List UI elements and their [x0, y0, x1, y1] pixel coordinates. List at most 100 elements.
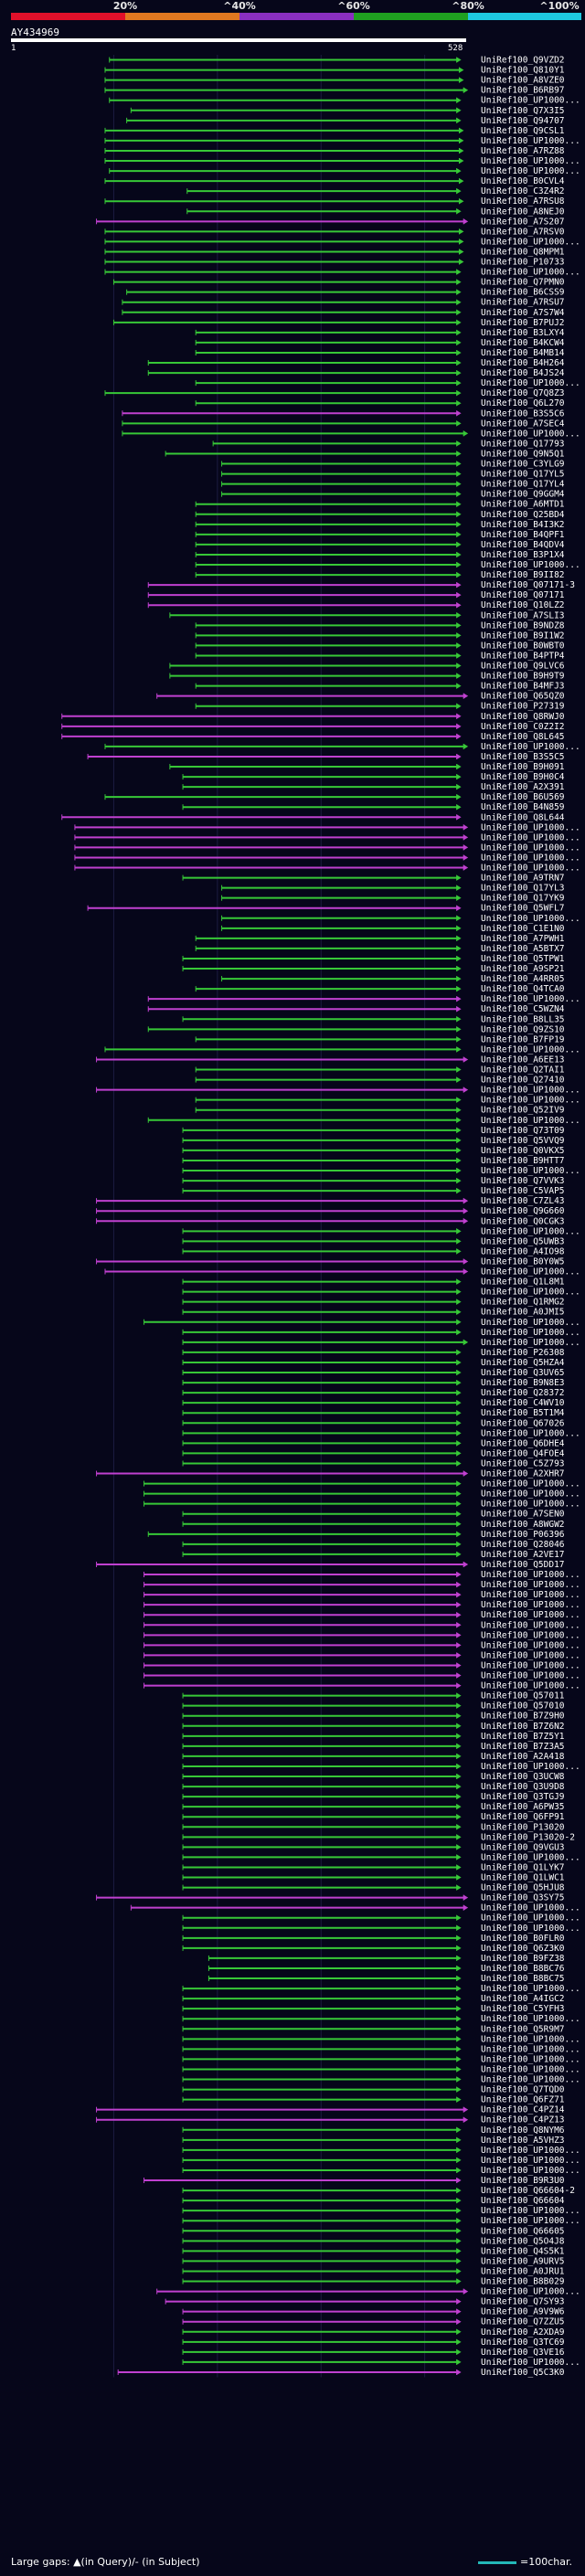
hit-row: UniRef100_Q7X3I5	[130, 106, 565, 116]
hit-label: UniRef100_UP1000...	[481, 2287, 580, 2297]
hit-row: UniRef100_B4PTP4	[195, 651, 565, 661]
hit-row: UniRef100_Q28046	[182, 1540, 565, 1550]
hit-label: UniRef100_Q5TPW1	[481, 954, 565, 964]
hit-label: UniRef100_C5YFH3	[481, 2004, 565, 2014]
hit-end-arrow	[456, 97, 462, 103]
hit-label: UniRef100_UP1000...	[481, 914, 580, 924]
hit-label: UniRef100_A7RSU8	[481, 196, 565, 207]
hit-row: UniRef100_UP1000...	[144, 1671, 580, 1681]
hit-label: UniRef100_Q7Q8Z3	[481, 388, 565, 398]
hit-label: UniRef100_P13020	[481, 1822, 565, 1832]
hit-label: UniRef100_A0JRU1	[481, 2266, 565, 2276]
legend-segment-60	[239, 13, 354, 20]
hit-label: UniRef100_A9SP21	[481, 964, 565, 974]
hit-end-arrow	[456, 551, 462, 557]
hit-end-arrow	[456, 1450, 462, 1457]
hit-end-arrow	[456, 1490, 462, 1497]
hit-row: UniRef100_B6RB97	[104, 86, 565, 96]
hit-row: UniRef100_A8WGW2	[182, 1520, 565, 1530]
hit-end-arrow	[456, 1924, 462, 1931]
hit-end-arrow	[456, 1531, 462, 1537]
hit-label: UniRef100_Q810Y1	[481, 66, 565, 76]
hit-end-arrow	[456, 380, 462, 387]
hit-label: UniRef100_Q27410	[481, 1076, 565, 1086]
hit-row: UniRef100_UP1000...	[74, 853, 580, 863]
hit-label: UniRef100_B7Z5Y1	[481, 1732, 565, 1742]
hit-label: UniRef100_C4PZ13	[481, 2115, 565, 2125]
hit-row: UniRef100_Q5HJU8	[182, 1883, 565, 1893]
hit-end-arrow	[456, 1541, 462, 1547]
hit-label: UniRef100_Q7VVK3	[481, 1176, 565, 1186]
hit-row: UniRef100_B8BC75	[207, 1974, 565, 1984]
hit-end-arrow	[456, 2298, 462, 2305]
hit-row: UniRef100_UP1000...	[182, 1428, 580, 1438]
hit-row: UniRef100_Q7SY93	[165, 2297, 565, 2307]
hit-row: UniRef100_B8BC76	[207, 1964, 565, 1974]
hit-end-arrow	[456, 420, 462, 427]
hit-row: UniRef100_Q17793	[212, 439, 565, 449]
hit-row: UniRef100_Q3UV65	[182, 1368, 565, 1378]
hit-end-arrow	[463, 87, 469, 93]
hit-row: UniRef100_Q5O4J8	[182, 2236, 565, 2246]
hit-label: UniRef100_UP1000...	[481, 994, 580, 1004]
hit-label: UniRef100_B9R3U0	[481, 2176, 565, 2186]
hit-label: UniRef100_Q9VZD2	[481, 56, 565, 66]
hit-row: UniRef100_B9I1W2	[195, 631, 565, 641]
hit-end-arrow	[456, 774, 462, 780]
hit-label: UniRef100_A7RSU7	[481, 298, 565, 308]
hit-row: UniRef100_A6EE13	[96, 1055, 565, 1065]
hit-row: UniRef100_Q27410	[195, 1076, 565, 1086]
hit-row: UniRef100_UP1000...	[182, 1762, 580, 1772]
hit-row: UniRef100_UP1000...	[104, 268, 580, 278]
hit-end-arrow	[456, 1288, 462, 1295]
hit-row: UniRef100_UP1000...	[74, 822, 580, 832]
hit-row: UniRef100_B4H264	[147, 358, 565, 368]
hit-label: UniRef100_UP1000...	[481, 2014, 580, 2024]
hit-label: UniRef100_A2VE17	[481, 1550, 565, 1560]
hit-label: UniRef100_B6CSS9	[481, 288, 565, 298]
hit-end-arrow	[456, 1168, 462, 1174]
hit-end-arrow	[456, 390, 462, 397]
hit-label: UniRef100_Q6Z3K0	[481, 1944, 565, 1954]
hit-end-arrow	[463, 1218, 469, 1224]
hit-end-arrow	[459, 259, 464, 265]
hit-end-arrow	[456, 764, 462, 770]
hit-row: UniRef100_Q10LZ2	[147, 600, 565, 610]
hit-label: UniRef100_A6EE13	[481, 1055, 565, 1065]
hit-end-arrow	[456, 2126, 462, 2133]
hit-label: UniRef100_A4IO98	[481, 1246, 565, 1256]
hit-label: UniRef100_UP1000...	[481, 1570, 580, 1580]
hit-label: UniRef100_UP1000...	[481, 822, 580, 832]
hit-end-arrow	[463, 2106, 469, 2113]
hit-label: UniRef100_Q3TC69	[481, 2337, 565, 2348]
hit-row: UniRef100_UP1000...	[104, 1044, 580, 1055]
hit-label: UniRef100_Q3TGJ9	[481, 1792, 565, 1802]
hit-end-arrow	[456, 1652, 462, 1659]
hit-end-arrow	[456, 2076, 462, 2083]
hit-label: UniRef100_Q67026	[481, 1418, 565, 1428]
hit-end-arrow	[456, 1986, 462, 1992]
hit-end-arrow	[456, 1137, 462, 1143]
hit-end-arrow	[456, 2136, 462, 2143]
hit-end-arrow	[456, 1965, 462, 1971]
hit-row: UniRef100_UP1000...	[182, 1226, 580, 1236]
hit-end-arrow	[456, 652, 462, 659]
hit-end-arrow	[456, 1582, 462, 1588]
hit-label: UniRef100_UP1000...	[481, 1630, 580, 1640]
hit-row: UniRef100_P13020	[182, 1822, 565, 1832]
hit-end-arrow	[456, 1702, 462, 1709]
hit-end-arrow	[463, 1894, 469, 1901]
hit-row: UniRef100_C5WZN4	[147, 1004, 565, 1014]
hit-end-arrow	[456, 976, 462, 982]
hit-label: UniRef100_A7SLI3	[481, 610, 565, 620]
hit-row: UniRef100_UP1000...	[182, 1288, 580, 1298]
hit-label: UniRef100_B0WBT0	[481, 641, 565, 651]
hit-label: UniRef100_UP1000...	[481, 237, 580, 247]
hit-label: UniRef100_A6MTD1	[481, 500, 565, 510]
hit-end-arrow	[456, 1460, 462, 1467]
hit-end-arrow	[456, 1107, 462, 1113]
hit-label: UniRef100_Q10LZ2	[481, 600, 565, 610]
hit-label: UniRef100_Q9LVC6	[481, 662, 565, 672]
hit-label: UniRef100_UP1000...	[481, 1671, 580, 1681]
hit-row: UniRef100_UP1000...	[144, 1590, 580, 1600]
